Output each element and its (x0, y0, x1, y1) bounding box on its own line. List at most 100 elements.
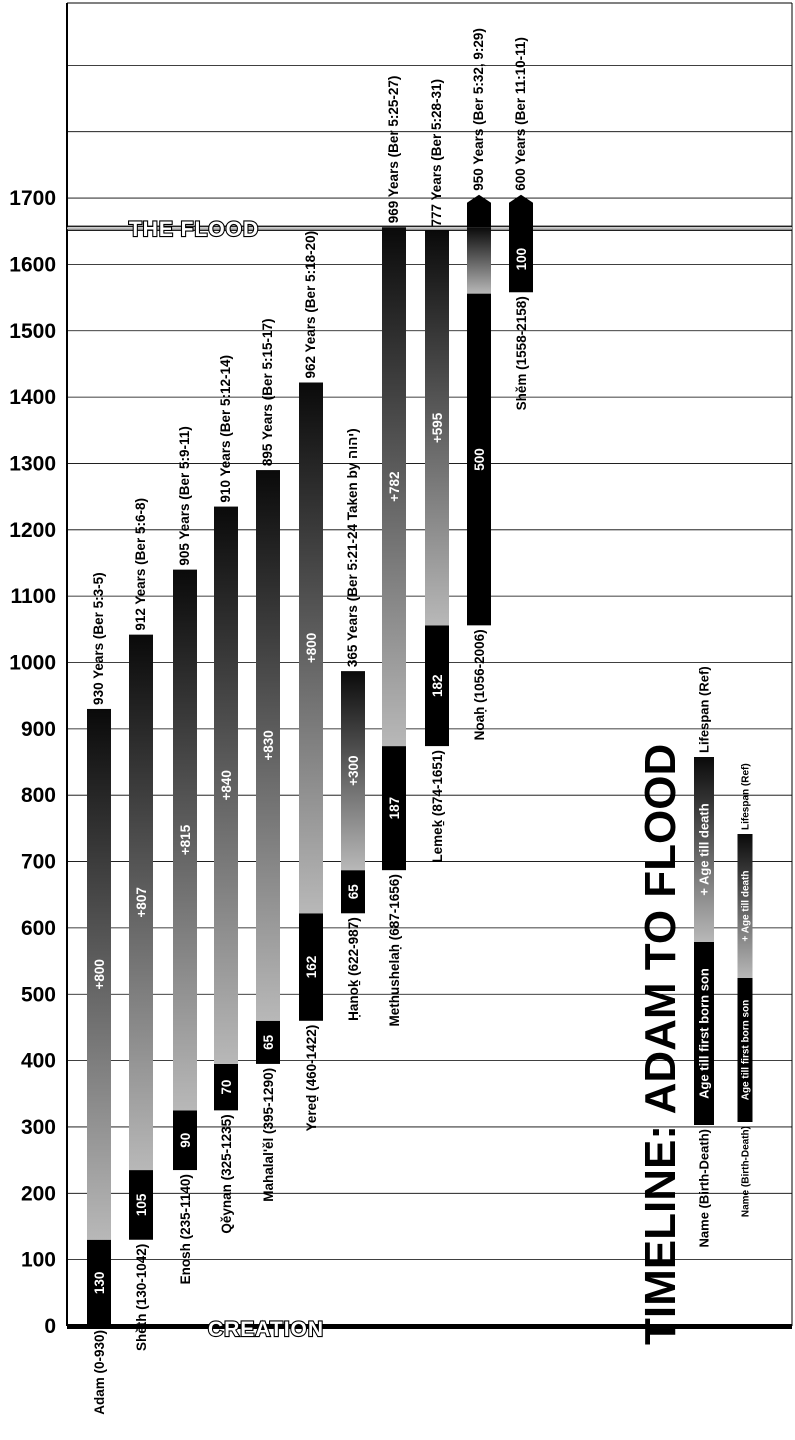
creation-baseline (67, 1324, 792, 1329)
legend-name-label: Name (Birth-Death) (741, 1126, 752, 1217)
y-tick-label: 1500 (9, 320, 56, 343)
bars-layer: 130 +800 105 +807 90 +815 70 +840 65 +830 162 +800 6… (87, 194, 533, 1326)
name-label: Noaḥ (1056-2006) (472, 629, 487, 740)
legend-rest-label: + Age till death (741, 870, 752, 941)
y-tick-label: 1600 (9, 253, 56, 276)
rest-of-life-segment (214, 506, 238, 1064)
y-tick-label: 700 (21, 851, 56, 874)
chart-title: TIMELINE: ADAM TO FLOOD (636, 744, 685, 1345)
patriarch-bar: 500 (467, 194, 491, 626)
legend-first-son-label: Age till first born son (697, 968, 712, 1099)
first-son-segment (129, 1170, 153, 1240)
first-son-value: 70 (219, 1080, 234, 1095)
patriarch-bar: 90 +815 (173, 569, 197, 1171)
legend-rest-swatch (737, 834, 753, 978)
y-tick-label: 0 (44, 1315, 56, 1338)
patriarch-bar: 70 +840 (214, 506, 238, 1111)
first-son-segment (509, 225, 533, 293)
first-son-value: 100 (514, 248, 529, 271)
labels-layer: 930 Years (Ber 5:3-5) Adam (0-930) 912 Yea… (91, 28, 529, 1415)
name-label: Lemeḵ (874-1651) (430, 750, 445, 863)
rest-of-life-value: +800 (92, 959, 107, 989)
name-label: Adam (0-930) (92, 1330, 107, 1415)
first-son-segment (173, 1110, 197, 1171)
rest-of-life-segment (87, 708, 111, 1240)
y-tick-label: 500 (21, 983, 56, 1006)
y-tick-label: 200 (21, 1182, 56, 1205)
patriarch-bar: 65 +830 (256, 470, 280, 1064)
rest-of-life-value: +840 (219, 770, 234, 800)
y-tick-label: 100 (21, 1249, 56, 1272)
first-son-value: 90 (178, 1133, 193, 1148)
name-label: Methushelaḥ (687-1656) (387, 874, 402, 1026)
rest-of-life-segment (341, 671, 365, 871)
y-tick-label: 800 (21, 784, 56, 807)
lifespan-label: 777 Years (Ber 5:28-31) (429, 79, 444, 227)
continues-arrow (467, 194, 491, 228)
patriarch-bar: 65 +300 (341, 671, 365, 914)
patriarch-bar: 182 +595 (425, 230, 449, 747)
lifespan-label: 600 Years (Ber 11:10-11) (513, 37, 528, 191)
first-son-value: 105 (134, 1193, 149, 1216)
first-son-segment (87, 1239, 111, 1326)
name-label: Shěth (130-1042) (134, 1244, 149, 1351)
rest-of-life-segment (173, 569, 197, 1111)
rest-of-life-value: +807 (134, 887, 149, 917)
lifespan-label: 962 Years (Ber 5:18-20) (303, 231, 318, 379)
rest-of-life-value: +830 (261, 730, 276, 760)
first-son-value: 187 (387, 797, 402, 820)
lifespan-label: 930 Years (Ber 5:3-5) (91, 572, 106, 705)
rest-of-life-value: +782 (387, 471, 402, 501)
first-son-value: 65 (261, 1034, 276, 1050)
legend-sample-large: Age till first born son + Age till death N… (694, 666, 714, 1247)
y-tick-label: 1000 (9, 652, 56, 675)
lifespan-label: 365 Years (Ber 5:21-24 Taken by יהוה) (345, 428, 360, 667)
rest-of-life-segment (382, 227, 406, 747)
rest-of-life-segment (299, 382, 323, 914)
name-label: Shěm (1558-2158) (514, 296, 529, 410)
patriarch-bar: 130 +800 (87, 708, 111, 1326)
y-tick-label: 1100 (10, 585, 56, 608)
y-tick-label: 1700 (9, 187, 56, 210)
rest-of-life-value: +800 (304, 633, 319, 663)
first-son-value: 500 (472, 448, 487, 471)
legend-first-son-label: Age till first born son (741, 1000, 752, 1101)
name-label: Mahalal'ěl (395-1290) (261, 1068, 276, 1202)
rest-of-life-segment (129, 634, 153, 1171)
y-tick-label: 600 (21, 917, 56, 940)
legend-name-label: Name (Birth-Death) (697, 1129, 712, 1247)
y-tick-label: 300 (21, 1116, 56, 1139)
first-son-value: 130 (92, 1272, 107, 1295)
first-son-segment (341, 870, 365, 914)
first-son-value: 182 (430, 674, 445, 697)
rest-of-life-segment (467, 227, 491, 294)
rest-of-life-value: +595 (430, 412, 445, 443)
y-tick-label: 1200 (9, 519, 56, 542)
y-tick-label: 400 (21, 1050, 56, 1073)
rest-of-life-value: +300 (346, 755, 361, 785)
first-son-value: 162 (304, 956, 319, 979)
name-label: Enosh (235-1140) (178, 1174, 193, 1284)
legend-lifespan-label: Lifespan (Ref) (697, 666, 712, 753)
y-tick-label: 1300 (9, 452, 56, 475)
legend-rest-label: + Age till death (697, 803, 712, 895)
y-tick-label: 1400 (9, 386, 56, 409)
first-son-segment (382, 746, 406, 871)
flood-band (67, 227, 792, 230)
legend-rest-swatch (694, 757, 714, 942)
name-label: Ḥanoḵ (622-987) (346, 917, 361, 1021)
legend-lifespan-label: Lifespan (Ref) (741, 763, 752, 830)
creation-label: CREATION (208, 1318, 324, 1341)
lifespan-label: 895 Years (Ber 5:15-17) (260, 318, 275, 466)
lifespan-label: 912 Years (Ber 5:6-8) (133, 498, 148, 631)
legend-first-son-swatch (694, 942, 714, 1125)
rest-of-life-segment (425, 230, 449, 626)
first-son-value: 65 (346, 884, 361, 900)
lifespan-label: 950 Years (Ber 5:32, 9:29) (471, 28, 486, 191)
first-son-segment (467, 293, 491, 626)
patriarch-bar: 162 +800 (299, 382, 323, 1021)
name-label: Qěynan (325-1235) (219, 1114, 234, 1233)
rest-of-life-segment (256, 470, 280, 1021)
first-son-segment (425, 625, 449, 747)
